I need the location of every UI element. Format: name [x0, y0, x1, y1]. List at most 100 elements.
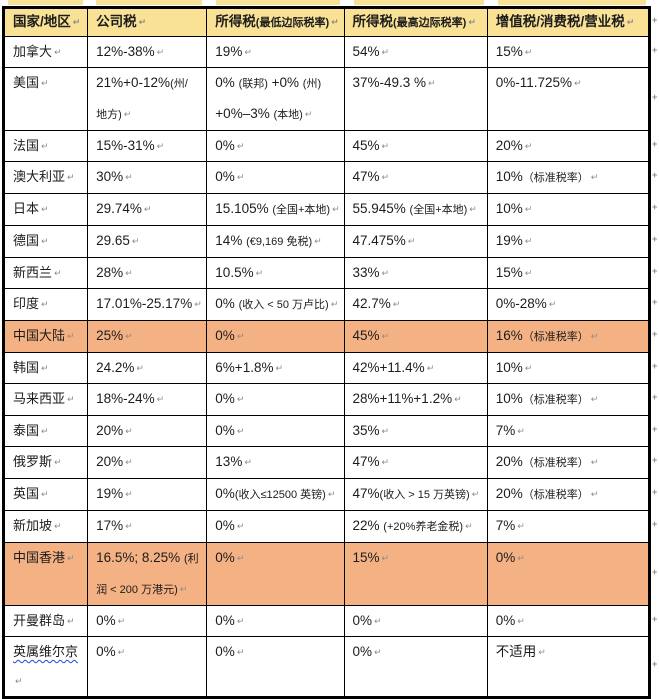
corporate-tax-cell[interactable]: 28% ↵: [87, 257, 208, 289]
income-tax-max-cell[interactable]: 45% ↵: [343, 320, 488, 353]
region-cell[interactable]: 泰国 ↵: [3, 415, 89, 447]
income-tax-min-cell[interactable]: 0% ↵: [206, 605, 345, 637]
income-tax-max-cell[interactable]: 47.475% ↵: [343, 225, 488, 258]
region-cell[interactable]: 马来西亚 ↵: [3, 383, 89, 416]
vat-cell[interactable]: 7% ↵: [486, 510, 650, 543]
income-tax-max-cell[interactable]: 45% ↵: [343, 130, 488, 162]
region-cell[interactable]: 新加坡 ↵: [3, 510, 89, 543]
vat-cell[interactable]: 10% ↵: [486, 193, 650, 226]
income-tax-max-cell[interactable]: 42.7% ↵: [343, 288, 488, 321]
corporate-tax-cell[interactable]: 25% ↵: [87, 320, 208, 353]
corporate-tax-cell[interactable]: 29.74% ↵: [87, 193, 208, 226]
corporate-tax-cell[interactable]: 21%+0-12%(州/ 地方) ↵: [87, 67, 208, 131]
income-tax-max-cell[interactable]: 0% ↵: [343, 605, 488, 637]
income-tax-max-cell[interactable]: 47%(收入 > 15 万英镑) ↵: [343, 478, 488, 511]
income-tax-min-cell[interactable]: 0% ↵: [206, 510, 345, 543]
income-tax-max-cell[interactable]: 33% ↵: [343, 257, 488, 289]
vat-cell[interactable]: 不适用 ↵: [486, 636, 650, 697]
vat-cell[interactable]: 7% ↵: [486, 415, 650, 447]
corporate-tax-cell[interactable]: 16.5%; 8.25% (利 润 < 200 万港元) ↵: [87, 542, 208, 606]
region-cell[interactable]: 英属维尔京 ↵: [3, 636, 89, 697]
region-cell[interactable]: 韩国 ↵: [3, 352, 89, 384]
vat-cell[interactable]: 16%（标准税率） ↵: [486, 320, 650, 353]
region-cell[interactable]: 德国 ↵: [3, 225, 89, 258]
vat-cell[interactable]: 20%（标准税率） ↵: [486, 478, 650, 511]
region-label: 俄罗斯: [13, 454, 53, 469]
region-cell[interactable]: 加拿大 ↵: [3, 36, 89, 68]
income-tax-max-cell[interactable]: 42%+11.4% ↵: [343, 352, 488, 384]
region-cell[interactable]: 美国 ↵: [3, 67, 89, 131]
header-cell[interactable]: 国家/地区 ↵: [3, 8, 89, 37]
paragraph-mark-icon: ↵: [626, 17, 635, 27]
region-cell[interactable]: 中国大陆 ↵: [3, 320, 89, 353]
corporate-tax-cell[interactable]: 29.65 ↵: [87, 225, 208, 258]
vat-cell[interactable]: 20%（标准税率） ↵: [486, 446, 650, 479]
corporate-tax-cell[interactable]: 20% ↵: [87, 446, 208, 479]
income-tax-max-cell[interactable]: 35% ↵: [343, 415, 488, 447]
income-tax-max-cell[interactable]: 28%+11%+1.2% ↵: [343, 383, 488, 416]
income-tax-max-cell[interactable]: 47% ↵: [343, 446, 488, 479]
corporate-tax-cell[interactable]: 20% ↵: [87, 415, 208, 447]
vat-cell[interactable]: 10% ↵: [486, 352, 650, 384]
corporate-tax-cell[interactable]: 18%-24% ↵: [87, 383, 208, 416]
vat-cell[interactable]: 15% ↵: [486, 257, 650, 289]
vat-cell[interactable]: 20% ↵: [486, 130, 650, 162]
region-cell[interactable]: 中国香港 ↵: [3, 542, 89, 606]
income-tax-max-cell[interactable]: 15% ↵: [343, 542, 488, 606]
corporate-tax-value: 29.65: [96, 233, 130, 248]
income-tax-min-cell[interactable]: 13% ↵: [206, 446, 345, 479]
corporate-tax-cell[interactable]: 17.01%-25.17% ↵: [87, 288, 208, 321]
corporate-tax-cell[interactable]: 17% ↵: [87, 510, 208, 543]
header-cell[interactable]: 增值税/消费税/营业税 ↵: [486, 8, 650, 37]
vat-cell[interactable]: 0% ↵: [486, 605, 650, 637]
corporate-tax-cell[interactable]: 15%-31% ↵: [87, 130, 208, 162]
income-tax-min-cell[interactable]: 0% ↵: [206, 636, 345, 697]
header-cell[interactable]: 所得税(最低边际税率) ↵: [206, 8, 345, 37]
header-cell[interactable]: 所得税(最高边际税率) ↵: [343, 8, 488, 37]
income-tax-min-cell[interactable]: 0% ↵: [206, 383, 345, 416]
paragraph-mark-icon: ↵: [156, 394, 165, 404]
region-cell[interactable]: 澳大利亚 ↵: [3, 161, 89, 194]
income-tax-max-cell[interactable]: 22% (+20%养老金税) ↵: [343, 510, 488, 543]
corporate-tax-cell[interactable]: 30% ↵: [87, 161, 208, 194]
region-cell[interactable]: 印度 ↵: [3, 288, 89, 321]
income-tax-max-cell[interactable]: 47% ↵: [343, 161, 488, 194]
income-tax-min-cell[interactable]: 0% ↵: [206, 415, 345, 447]
vat-cell[interactable]: 10%（标准税率） ↵: [486, 161, 650, 194]
income-tax-min-cell[interactable]: 10.5% ↵: [206, 257, 345, 289]
region-cell[interactable]: 法国 ↵: [3, 130, 89, 162]
income-tax-min-cell[interactable]: 0% ↵: [206, 320, 345, 353]
vat-cell[interactable]: 15% ↵: [486, 36, 650, 68]
income-tax-min-cell[interactable]: 14% (€9,169 免税) ↵: [206, 225, 345, 258]
income-tax-max-cell[interactable]: 55.945% (全国+本地) ↵: [343, 193, 488, 226]
region-cell[interactable]: 英国 ↵: [3, 478, 89, 511]
income-tax-min-cell[interactable]: 0% (收入 < 50 万卢比) ↵: [206, 288, 345, 321]
corporate-tax-cell[interactable]: 24.2% ↵: [87, 352, 208, 384]
region-cell[interactable]: 开曼群岛 ↵: [3, 605, 89, 637]
vat-cell[interactable]: 10%（标准税率） ↵: [486, 383, 650, 416]
income-tax-max-cell[interactable]: 0% ↵: [343, 636, 488, 697]
region-cell[interactable]: 新西兰 ↵: [3, 257, 89, 289]
header-cell[interactable]: 公司税 ↵: [87, 8, 208, 37]
corporate-tax-cell[interactable]: 12%-38% ↵: [87, 36, 208, 68]
income-tax-min-cell[interactable]: 15.105% (全国+本地) ↵: [206, 193, 345, 226]
income-tax-min-cell[interactable]: 0% ↵: [206, 161, 345, 194]
vat-cell[interactable]: 0% ↵: [486, 542, 650, 606]
income-tax-min-cell[interactable]: 0% ↵: [206, 542, 345, 606]
corporate-tax-cell[interactable]: 19% ↵: [87, 478, 208, 511]
paragraph-mark-icon: ↵: [524, 236, 533, 246]
income-tax-min-cell[interactable]: 0% ↵: [206, 130, 345, 162]
corporate-tax-cell[interactable]: 0% ↵: [87, 605, 208, 637]
vat-cell[interactable]: 0%-11.725% ↵: [486, 67, 650, 131]
income-tax-max-cell[interactable]: 37%-49.3 % ↵: [343, 67, 488, 131]
vat-cell[interactable]: 0%-28% ↵: [486, 288, 650, 321]
income-tax-min-cell[interactable]: 6%+1.8% ↵: [206, 352, 345, 384]
income-tax-min-cell[interactable]: 0% (联邦) +0% (州) +0%–3% (本地) ↵: [206, 67, 345, 131]
vat-cell[interactable]: 19% ↵: [486, 225, 650, 258]
corporate-tax-cell[interactable]: 0% ↵: [87, 636, 208, 697]
region-cell[interactable]: 日本 ↵: [3, 193, 89, 226]
income-tax-min-cell[interactable]: 19% ↵: [206, 36, 345, 68]
income-tax-max-cell[interactable]: 54% ↵: [343, 36, 488, 68]
region-cell[interactable]: 俄罗斯 ↵: [3, 446, 89, 479]
income-tax-min-cell[interactable]: 0%(收入≤12500 英镑) ↵: [206, 478, 345, 511]
